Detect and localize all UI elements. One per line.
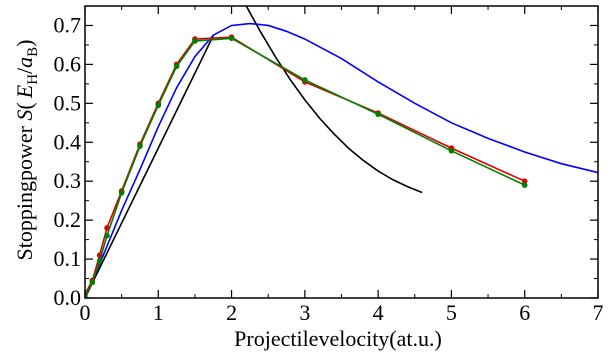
series-4-point xyxy=(228,35,235,42)
x-tick-label: 1 xyxy=(153,300,164,325)
series-4-line xyxy=(85,37,526,297)
series-4-point xyxy=(375,111,381,118)
y-tick-label: 0.1 xyxy=(54,246,82,271)
y-axis-label-open: ( xyxy=(12,102,37,109)
series-layer xyxy=(85,6,598,298)
x-tick-label: 3 xyxy=(299,300,310,325)
series-4-point xyxy=(173,63,180,70)
x-tick-label: 7 xyxy=(593,300,604,325)
x-tick-label: 6 xyxy=(519,300,530,325)
y-tick-label: 0.3 xyxy=(54,168,82,193)
y-axis-label-e-sub: H xyxy=(25,74,41,85)
y-axis-label-s: S xyxy=(12,110,37,121)
series-4-point xyxy=(192,38,198,44)
series-1-line xyxy=(245,6,423,194)
y-axis-label-close: ) xyxy=(12,39,37,46)
y-axis-label-slash: / xyxy=(12,67,37,74)
x-tick-label: 2 xyxy=(226,300,237,325)
series-4-point xyxy=(104,232,110,239)
series-4-point xyxy=(302,77,308,83)
x-tick-label: 5 xyxy=(446,300,457,325)
series-0-line xyxy=(85,35,214,298)
series-4-point xyxy=(137,143,143,149)
y-tick-label: 0.5 xyxy=(54,90,82,115)
series-4-point xyxy=(448,148,455,154)
x-axis-label: Projectilevelocity(at.u.) xyxy=(234,326,442,351)
series-2-line xyxy=(85,22,598,298)
svg-text:Stoppingpower S(EH/aB): Stoppingpower S( EH/aB) xyxy=(12,39,41,260)
series-3-point xyxy=(521,178,528,184)
y-tick-label: 0.2 xyxy=(54,207,82,232)
series-4-point xyxy=(521,182,528,188)
series-4-point xyxy=(89,279,96,286)
y-tick-label: 0.0 xyxy=(54,285,82,310)
series-4-point xyxy=(155,102,162,109)
series-4-point xyxy=(118,190,125,196)
y-axis-label-a-sub: B xyxy=(25,47,41,57)
y-axis-label-e: E xyxy=(12,84,37,99)
series-3-line xyxy=(85,36,526,295)
plot-frame xyxy=(84,5,599,299)
series-4-point xyxy=(96,258,103,264)
ticks-layer: 0 1 2 3 4 5 6 7 0.0 0.1 0.2 0.3 0.4 0.5 0.6 0.7 xyxy=(54,5,604,325)
y-axis-label-prefix: Stoppingpower xyxy=(12,121,37,261)
y-axis-label: Stoppingpower S( EH/aB) xyxy=(12,39,41,260)
y-tick-label: 0.6 xyxy=(54,51,82,76)
x-tick-label: 0 xyxy=(80,300,91,325)
y-tick-label: 0.7 xyxy=(54,12,82,37)
x-tick-label: 4 xyxy=(373,300,384,325)
y-tick-label: 0.4 xyxy=(54,129,82,154)
y-axis-label-a: a xyxy=(12,57,37,68)
